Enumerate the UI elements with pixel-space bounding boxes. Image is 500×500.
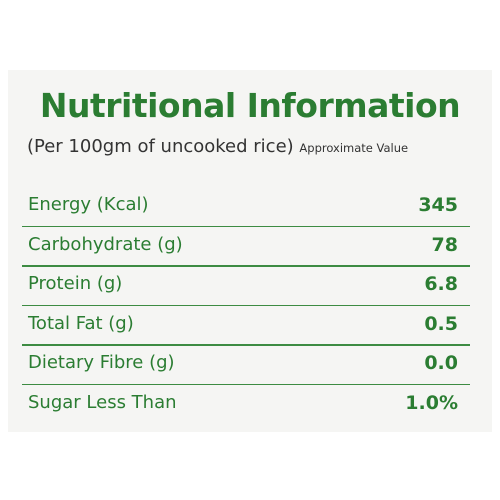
nutrient-name: Sugar Less Than	[28, 391, 177, 413]
nutrient-value: 0.5	[424, 312, 458, 335]
nutrient-name: Energy (Kcal)	[28, 194, 149, 215]
nutrient-name: Dietary Fibre (g)	[28, 352, 175, 373]
nutrient-name: Total Fat (g)	[28, 312, 134, 334]
row-separator	[22, 383, 470, 385]
subtitle-line: (Per 100gm of uncooked rice) Approximate…	[27, 136, 408, 157]
subtitle: (Per 100gm of uncooked rice)	[27, 136, 294, 157]
nutrient-value: 0.0	[424, 352, 458, 374]
nutrient-name: Carbohydrate (g)	[28, 233, 183, 255]
table-row: Protein (g) 6.8	[22, 265, 470, 305]
table-row: Energy (Kcal) 345	[22, 186, 470, 226]
label-panel	[8, 70, 492, 432]
row-separator	[22, 265, 470, 267]
row-separator	[22, 344, 470, 346]
nutrient-value: 6.8	[424, 273, 458, 295]
table-row: Dietary Fibre (g) 0.0	[22, 344, 470, 384]
row-separator	[22, 304, 470, 306]
table-row: Total Fat (g) 0.5	[22, 305, 470, 345]
note: Approximate Value	[299, 141, 409, 155]
row-separator	[22, 225, 470, 227]
nutrient-value: 78	[431, 233, 458, 256]
nutrient-name: Protein (g)	[28, 273, 123, 294]
title: Nutritional Information	[39, 86, 461, 125]
table-row: Sugar Less Than 1.0%	[22, 384, 470, 424]
nutrient-value: 345	[418, 194, 458, 216]
nutrient-value: 1.0%	[405, 391, 458, 414]
table-row: Carbohydrate (g) 78	[22, 226, 470, 266]
